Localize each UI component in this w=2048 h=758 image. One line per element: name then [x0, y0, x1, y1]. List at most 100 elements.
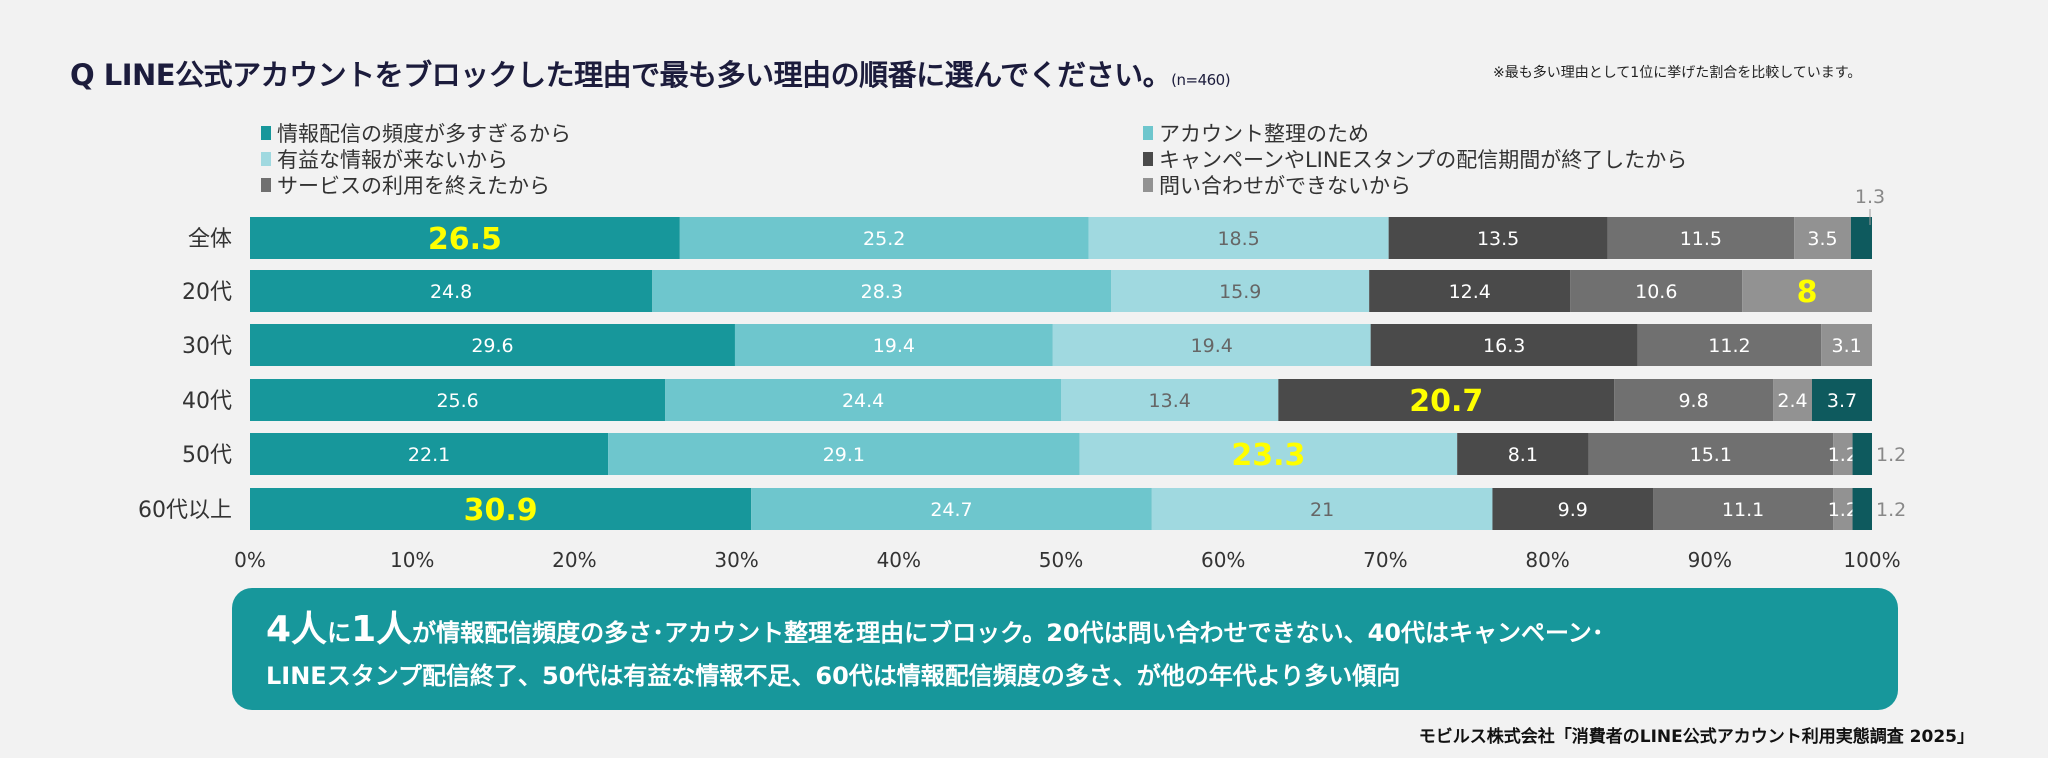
data-label: 24.8	[430, 281, 472, 303]
data-label: 30.9	[464, 493, 538, 528]
bar-segment	[1833, 488, 1853, 530]
bar-segment	[1588, 433, 1834, 475]
category-label: 50代	[182, 443, 232, 468]
x-tick-label: 70%	[1363, 548, 1407, 572]
data-label: 29.6	[471, 335, 513, 357]
data-label: 25.6	[436, 390, 478, 412]
bar-segment	[1061, 379, 1279, 421]
bar-segment	[751, 488, 1152, 530]
legend-label: サービスの利用を終えたから	[277, 174, 550, 198]
legend-label: 情報配信の頻度が多すぎるから	[277, 122, 571, 146]
bar-segment	[1492, 488, 1654, 530]
x-tick-label: 100%	[1843, 548, 1900, 572]
x-tick-label: 90%	[1688, 548, 1732, 572]
x-tick-label: 50%	[1039, 548, 1083, 572]
bar-segment	[1821, 324, 1872, 366]
data-label: 25.2	[863, 228, 905, 250]
source-credit: モビルス株式会社「消費者のLINE公式アカウント利用実態調査 2025」	[1418, 727, 1974, 747]
legend-label: アカウント整理のため	[1159, 122, 1369, 146]
data-label: 13.4	[1149, 390, 1191, 412]
summary-text: に	[327, 619, 352, 647]
x-tick-label: 30%	[714, 548, 758, 572]
summary-line-1: 4人に1人が情報配信頻度の多さ･アカウント整理を理由にブロック。20代は問い合わ…	[266, 600, 1604, 652]
chart-title: Q LINE公式アカウントをブロックした理由で最も多い理由の順番に選んでください…	[70, 52, 1231, 94]
summary-text: が情報配信頻度の多さ･アカウント整理を理由にブロック。20代は問い合わせできない…	[412, 619, 1604, 647]
bar-segment	[1742, 270, 1872, 312]
x-tick-label: 20%	[552, 548, 596, 572]
category-label: 全体	[188, 227, 232, 252]
summary-box: 4人に1人が情報配信頻度の多さ･アカウント整理を理由にブロック。20代は問い合わ…	[232, 588, 1898, 710]
category-label: 20代	[182, 280, 232, 305]
x-tick-label: 40%	[877, 548, 921, 572]
legend-label: 有益な情報が来ないから	[277, 148, 508, 172]
data-label: 20.7	[1409, 384, 1483, 419]
legend-label: 問い合わせができないから	[1159, 174, 1411, 198]
legend-swatch	[1143, 152, 1153, 166]
bar-segment	[250, 433, 609, 475]
data-label: 19.4	[1191, 335, 1233, 357]
summary-emphasis: 1人	[351, 609, 413, 650]
question-text: Q LINE公式アカウントをブロックした理由で最も多い理由の順番に選んでください…	[70, 58, 1172, 92]
bar-segment	[652, 270, 1112, 312]
bar-segment	[1794, 217, 1851, 259]
sample-size: (n=460)	[1171, 71, 1231, 89]
data-label: 28.3	[861, 281, 903, 303]
bar-segment	[1833, 433, 1853, 475]
data-label: 26.5	[428, 222, 502, 257]
data-label: 11.1	[1722, 499, 1764, 521]
legend-item: サービスの利用を終えたから	[261, 170, 550, 200]
data-label: 29.1	[823, 444, 865, 466]
data-label: 22.1	[408, 444, 450, 466]
data-label: 3.7	[1827, 390, 1857, 412]
data-label: 1.2	[1876, 499, 1906, 521]
legend-swatch	[1143, 178, 1153, 192]
bar-segment	[1852, 433, 1872, 475]
data-label: 10.6	[1635, 281, 1677, 303]
bar-segment	[1370, 324, 1638, 366]
data-label: 1.3	[1855, 186, 1885, 208]
bar-segment	[1850, 217, 1872, 259]
data-label: 12.4	[1449, 281, 1491, 303]
category-label: 60代以上	[138, 498, 232, 523]
data-label: 9.9	[1558, 499, 1588, 521]
bar-segment	[1852, 488, 1872, 530]
footnote: ※最も多い理由として1位に挙げた割合を比較しています。	[1493, 65, 1862, 81]
data-label: 15.1	[1690, 444, 1732, 466]
category-label: 40代	[182, 389, 232, 414]
data-label: 15.9	[1219, 281, 1261, 303]
data-label: 21	[1310, 499, 1334, 521]
x-tick-label: 80%	[1525, 548, 1569, 572]
x-tick-label: 0%	[234, 548, 266, 572]
legend-item: キャンペーンやLINEスタンプの配信期間が終了したから	[1143, 144, 1687, 174]
legend-item: アカウント整理のため	[1143, 118, 1369, 148]
summary-line-2: LINEスタンプ配信終了、50代は有益な情報不足、60代は情報配信頻度の多さ、が…	[266, 662, 1401, 690]
data-label: 9.8	[1678, 390, 1708, 412]
data-label: 13.5	[1477, 228, 1519, 250]
bar-segment	[1570, 270, 1743, 312]
data-label: 11.2	[1708, 335, 1750, 357]
legend-swatch	[1143, 126, 1153, 140]
data-label: 1.2	[1828, 499, 1858, 521]
data-label: 2.4	[1777, 390, 1807, 412]
data-label: 3.5	[1807, 228, 1837, 250]
data-label: 3.1	[1831, 335, 1861, 357]
bar-segment	[1388, 217, 1608, 259]
bar-segment	[679, 217, 1089, 259]
bar-segment	[1111, 270, 1370, 312]
x-tick-label: 60%	[1201, 548, 1245, 572]
legend-item: 情報配信の頻度が多すぎるから	[261, 118, 571, 148]
summary-emphasis: 4人	[266, 609, 328, 650]
bar-segment	[1369, 270, 1571, 312]
bar-segment	[250, 270, 653, 312]
bar-segment	[734, 324, 1053, 366]
x-tick-label: 10%	[390, 548, 434, 572]
data-label: 24.4	[842, 390, 884, 412]
bar-segment	[1052, 324, 1371, 366]
bar-segment	[1773, 379, 1812, 421]
bar-segment	[1079, 433, 1458, 475]
bar-segment	[1811, 379, 1872, 421]
data-label: 18.5	[1217, 228, 1259, 250]
data-label: 1.2	[1876, 444, 1906, 466]
